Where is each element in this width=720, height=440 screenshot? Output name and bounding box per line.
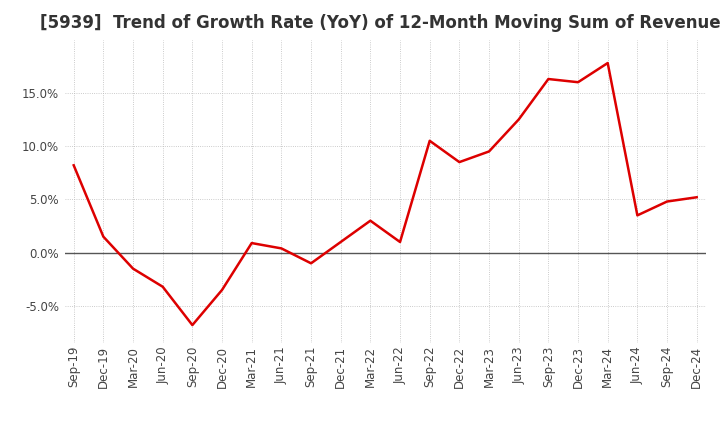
Title: [5939]  Trend of Growth Rate (YoY) of 12-Month Moving Sum of Revenues: [5939] Trend of Growth Rate (YoY) of 12-… [40, 15, 720, 33]
